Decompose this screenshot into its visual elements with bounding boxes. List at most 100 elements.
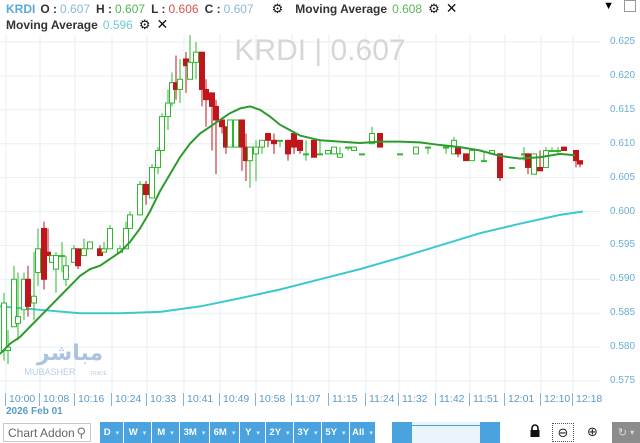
search-icon[interactable]: ⚲ (76, 424, 86, 440)
x-tick-label: 11:07 (291, 393, 321, 406)
y-tick-label: 0.625 (610, 36, 636, 47)
chevron-down-icon: ▾ (256, 429, 260, 437)
period-button-m[interactable]: M ▾ (152, 422, 180, 443)
y-tick-label: 0.600 (610, 205, 636, 217)
svg-text:MUBASHER: MUBASHER (24, 367, 76, 377)
svg-text:مباشر: مباشر (36, 341, 103, 366)
svg-text:TRADE: TRADE (90, 371, 108, 377)
x-tick-label: 10:08 (39, 393, 69, 406)
x-tick-label: 10:24 (111, 393, 141, 406)
x-tick-label: 10:49 (219, 393, 249, 406)
period-label: 2Y (269, 427, 282, 438)
chart-addon-input[interactable]: Chart Addon ⚲ (3, 423, 91, 442)
gear-icon[interactable]: ⚙ (138, 16, 151, 32)
symbol-label: KRDI (6, 1, 36, 16)
x-axis: 10:00 10:08 10:16 10:24 10:33 10:41 10:49 10:58… (0, 393, 610, 407)
y-tick-label: 0.590 (610, 273, 636, 285)
period-label: Y (245, 427, 252, 438)
chevron-down-icon: ▾ (201, 429, 206, 437)
period-label: All (352, 427, 365, 438)
date-label: 2026 Feb 01 (6, 406, 63, 417)
navigator-right-handle[interactable] (480, 422, 500, 443)
x-tick-label: 12:01 (504, 393, 534, 406)
high-label: H : (96, 1, 113, 16)
chevron-down-icon: ▾ (342, 429, 346, 437)
low-value: 0.606 (168, 1, 199, 16)
period-button-y[interactable]: Y ▾ (240, 422, 266, 443)
dropdown-icon[interactable]: ▼ (603, 0, 614, 12)
study-label-ma-long: Moving Average (6, 17, 98, 32)
chevron-down-icon: ▾ (314, 429, 318, 437)
y-tick-label: 0.575 (610, 375, 636, 386)
navigator-track[interactable] (412, 422, 480, 443)
chevron-down-icon: ▾ (369, 429, 373, 437)
period-label: D (103, 427, 111, 438)
period-button-d[interactable]: D ▾ (100, 422, 124, 443)
close-value: 0.607 (223, 1, 254, 16)
period-label: 6M (213, 427, 227, 438)
period-button-5y[interactable]: 5Y ▾ (322, 422, 350, 443)
study-legend: Moving Average 0.596 ⚙ ✕ (6, 16, 168, 33)
study-label-ma-short: Moving Average (295, 1, 388, 16)
period-buttons: D ▾ W ▾ M ▾ 3M ▾ 6M ▾ Y ▾ 2Y ▾ 3Y ▾ 5Y ▾ All ▾ (100, 422, 376, 443)
y-tick-label: 0.620 (610, 69, 636, 81)
range-navigator[interactable] (392, 422, 500, 443)
lock-icon[interactable] (530, 424, 540, 440)
x-tick-label: 11:32 (398, 393, 428, 406)
period-label: 3Y (297, 427, 310, 438)
refresh-icon: ↻ (617, 427, 628, 439)
x-tick-label: 10:33 (146, 393, 176, 406)
x-tick-label: 12:10 (540, 393, 570, 406)
bottom-toolbar: Chart Addon ⚲ D ▾ W ▾ M ▾ 3M ▾ 6M ▾ Y ▾ 2Y ▾ 3Y ▾ 5Y ▾ All… (0, 422, 640, 443)
x-tick-label: 11:24 (365, 393, 395, 406)
x-tick-label: 11:51 (469, 393, 499, 406)
close-icon[interactable]: ✕ (445, 0, 458, 16)
x-tick-label: 11:15 (328, 393, 358, 406)
zoom-out-icon: ⊖ (557, 424, 569, 440)
high-value: 0.607 (115, 1, 146, 16)
chevron-down-icon: ▾ (115, 429, 120, 437)
refresh-dropdown-icon: ▾ (630, 428, 635, 437)
navigator-left-handle[interactable] (392, 422, 412, 443)
period-button-all[interactable]: All ▾ (350, 422, 376, 443)
open-value: 0.607 (60, 1, 91, 16)
chevron-down-icon: ▾ (142, 429, 147, 437)
x-tick-label: 10:16 (74, 393, 104, 406)
y-tick-label: 0.610 (610, 137, 636, 149)
refresh-button[interactable]: ↻ ▾ (612, 422, 640, 443)
open-label: O : (40, 1, 58, 16)
y-tick-label: 0.595 (610, 239, 636, 251)
period-button-2y[interactable]: 2Y ▾ (266, 422, 294, 443)
zoom-in-icon[interactable]: ⊕ (587, 424, 598, 439)
low-label: L : (151, 1, 166, 16)
period-label: 3M (183, 427, 197, 438)
svg-text:KRDI | 0.607: KRDI | 0.607 (234, 34, 405, 67)
period-button-3m[interactable]: 3M ▾ (180, 422, 210, 443)
gear-icon[interactable]: ⚙ (271, 0, 284, 16)
close-icon[interactable]: ✕ (156, 16, 169, 32)
period-button-6m[interactable]: 6M ▾ (210, 422, 240, 443)
close-label: C : (204, 1, 221, 16)
zoom-out-button[interactable]: ⊖ (552, 423, 574, 442)
gear-icon[interactable]: ⚙ (428, 0, 440, 16)
study-value-ma-short: 0.608 (392, 1, 423, 16)
chevron-down-icon: ▾ (231, 429, 236, 437)
period-label: M (157, 427, 166, 438)
navigator-line (412, 425, 480, 426)
y-tick-label: 0.615 (610, 103, 636, 115)
period-label: W (128, 427, 138, 438)
x-tick-label: 10:58 (255, 393, 285, 406)
x-tick-label: 10:41 (183, 393, 213, 406)
x-tick-label: 10:00 (5, 393, 35, 406)
y-tick-label: 0.605 (610, 171, 636, 183)
study-value-ma-long: 0.596 (102, 17, 133, 32)
x-tick-label: 12:18 (572, 393, 602, 406)
period-button-w[interactable]: W ▾ (124, 422, 152, 443)
y-tick-label: 0.585 (610, 307, 636, 319)
x-tick-label: 11:42 (435, 393, 465, 406)
period-label: 5Y (325, 427, 338, 438)
toggle-checkbox[interactable] (624, 0, 636, 12)
period-button-3y[interactable]: 3Y ▾ (294, 422, 322, 443)
y-tick-label: 0.580 (610, 341, 636, 353)
